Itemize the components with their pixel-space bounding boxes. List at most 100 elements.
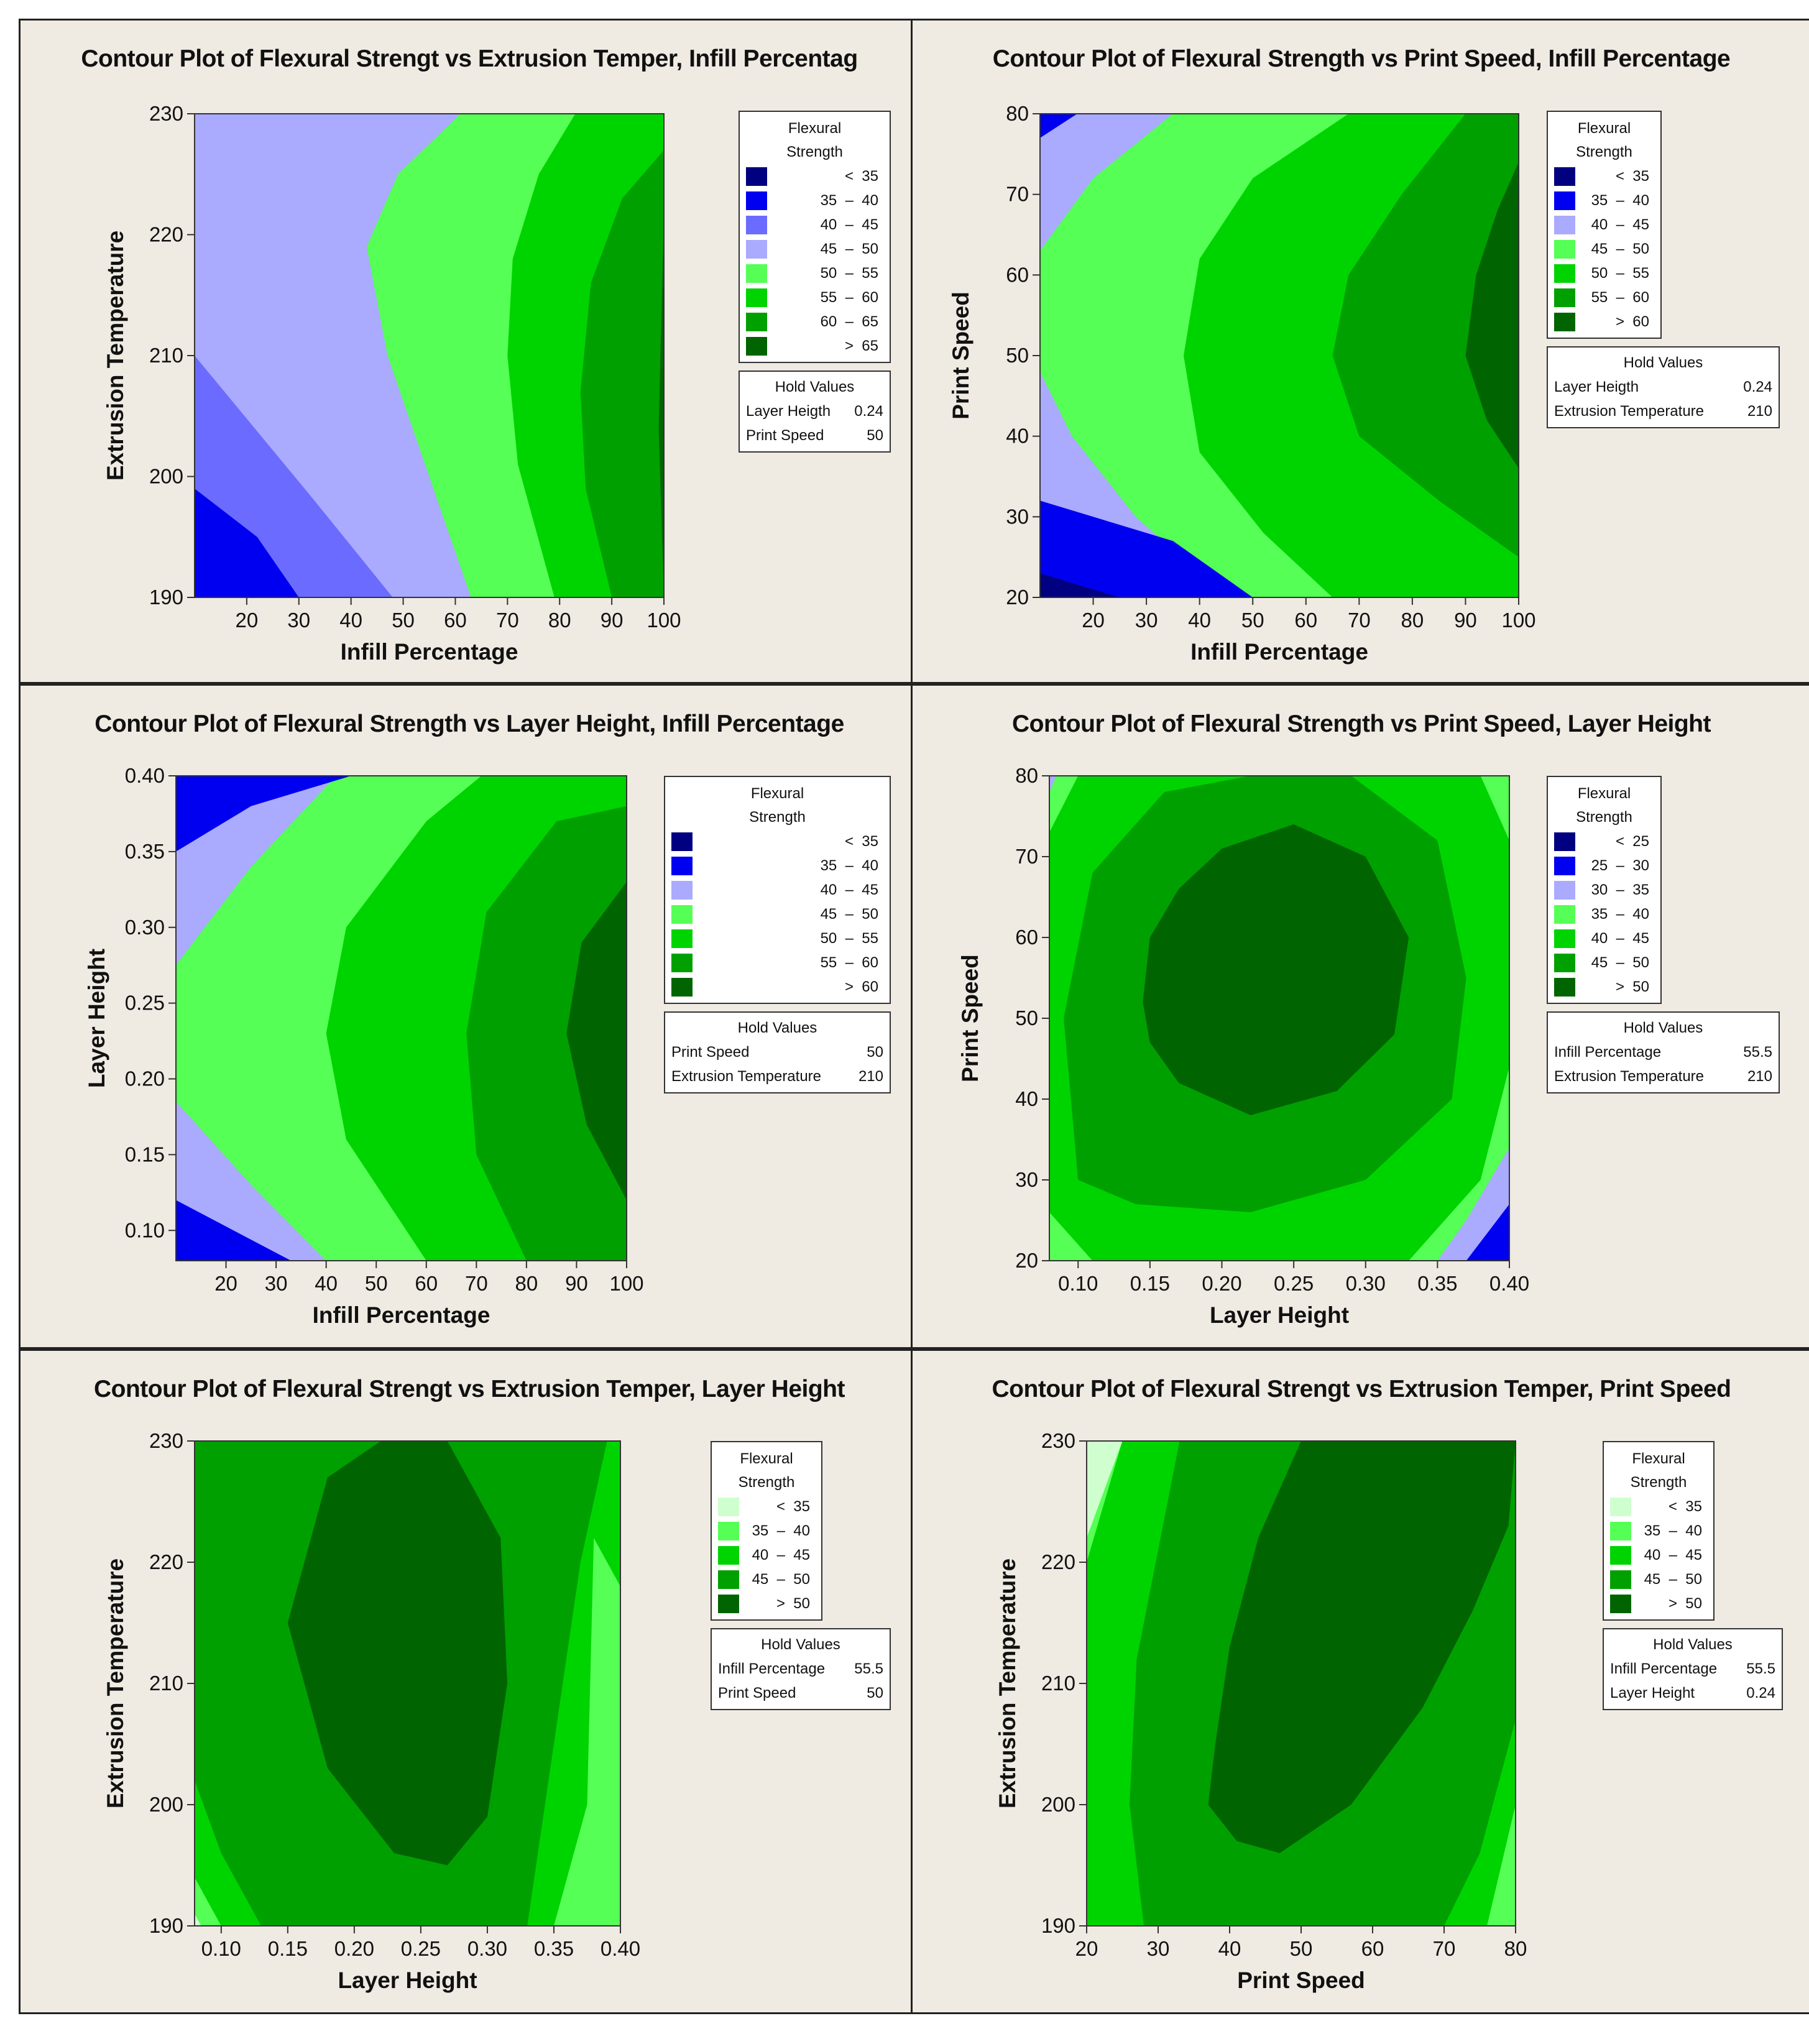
contour-region-4 [1087,1441,1123,1538]
x-tick-label: 0.20 [334,1937,374,1960]
hold-value-name: Extrusion Temperature [1554,403,1705,420]
legend-swatch [1554,191,1575,210]
contour-region-5 [1466,1204,1509,1261]
y-tick-label: 190 [1041,1914,1075,1937]
hold-value-name: Print Speed [746,427,824,444]
legend-item: 45 – 50 [1554,237,1654,261]
legend-swatch [671,953,693,972]
legend-swatch [746,264,767,283]
hold-value-value: 50 [867,427,883,444]
legend-title: Flexural [1577,785,1631,802]
legend-label: 40 – 45 [1644,1546,1702,1563]
legend-swatch [1554,264,1575,283]
hold-value-row: Print Speed 50 [746,423,883,448]
legend-swatch [671,832,693,851]
legend-swatch [1554,832,1575,851]
legend-item: 55 – 60 [1554,285,1654,310]
hold-value-row: Layer Heigth 0.24 [1554,375,1772,399]
hold-values: Hold Values Infill Percentage 55.5 Print Sp… [711,1628,891,1710]
hold-value-row: Infill Percentage 55.5 [1610,1657,1775,1681]
y-tick-label: 0.40 [125,764,165,787]
contour-region-4 [566,882,627,1200]
legend-label: 45 – 50 [820,905,878,923]
hold-values: Hold Values Infill Percentage 55.5 Extrusio… [1547,1011,1780,1093]
y-tick-label: 60 [1006,263,1029,286]
legend-label: < 35 [844,832,878,850]
x-tick-label: 50 [1241,609,1264,632]
legend-item: 40 – 45 [1554,213,1654,237]
contour-panel-2: Contour Plot of Flexural Strength vs Pri… [911,19,1809,684]
contour-region-5 [176,1200,292,1261]
legend-item: 35 – 40 [1554,902,1654,926]
legend-swatch [1554,215,1575,234]
legend-swatch [671,929,693,948]
legend-title: Flexural [1632,1450,1685,1467]
y-tick-label: 40 [1006,425,1029,448]
y-tick-label: 20 [1015,1249,1038,1272]
legend-title: Strength [1576,144,1632,160]
legend-swatch [746,336,767,356]
contour-region-2 [195,488,299,597]
hold-value-value: 55.5 [854,1660,883,1677]
legend-label: < 35 [1668,1498,1702,1515]
x-tick-label: 0.35 [1417,1272,1457,1295]
contour-region-7 [1040,114,1077,138]
hold-value-name: Print Speed [718,1685,796,1701]
hold-values-title: Hold Values [1653,1636,1733,1653]
x-tick-label: 30 [1147,1937,1170,1960]
legend-item: > 65 [746,334,883,358]
legend-title: Flexural [1577,120,1631,137]
legend-label: 55 – 60 [820,954,878,971]
chart-title: Contour Plot of Flexural Strengt vs Extr… [94,1376,845,1402]
y-axis-label: Extrusion Temperature [103,231,128,481]
legend-swatch [671,856,693,875]
y-tick-label: 70 [1006,183,1029,206]
x-tick-label: 30 [1135,609,1158,632]
legend-item: 55 – 60 [746,285,883,310]
legend-label: 55 – 60 [1591,288,1649,306]
legend-title: Flexural [740,1450,793,1467]
chart-title: Contour Plot of Flexural Strengt vs Extr… [81,45,858,72]
y-tick-label: 50 [1015,1006,1038,1029]
legend-swatch [718,1545,739,1565]
legend-label: 35 – 40 [1644,1522,1702,1539]
y-axis-label: Extrusion Temperature [995,1558,1020,1808]
legend-label: > 50 [1615,978,1649,995]
legend-swatch [718,1521,739,1540]
x-tick-label: 100 [647,609,681,632]
legend-label: 55 – 60 [820,288,878,306]
contour-region-4 [1465,162,1519,469]
legend-item: 45 – 50 [718,1567,815,1591]
hold-values-title: Hold Values [775,379,855,395]
legend-item: 40 – 45 [671,878,883,902]
y-tick-label: 230 [149,102,183,125]
legend-swatch [718,1594,739,1613]
hold-value-row: Layer Heigth 0.24 [746,399,883,423]
legend-swatch [1554,929,1575,948]
legend-swatch [1554,953,1575,972]
legend: Flexural Strength < 35 35 – 40 40 – 45 45 – 5… [711,1441,822,1621]
contour-panel-6: Contour Plot of Flexural Strengt vs Extr… [911,1349,1809,2014]
legend-item: > 50 [1610,1591,1707,1616]
x-tick-label: 0.25 [1274,1272,1314,1295]
hold-value-value: 55.5 [1743,1044,1772,1061]
legend-item: 35 – 40 [718,1519,815,1543]
y-tick-label: 230 [149,1429,183,1452]
y-tick-label: 0.20 [125,1067,165,1090]
x-tick-label: 70 [465,1272,488,1295]
contour-region-5 [580,150,664,597]
contour-region-4 [195,1913,201,1926]
y-tick-label: 210 [1041,1672,1075,1695]
y-tick-label: 0.35 [125,840,165,863]
x-tick-label: 30 [265,1272,288,1295]
y-tick-label: 0.10 [125,1218,165,1241]
y-tick-label: 210 [149,344,183,367]
legend-swatch [1610,1497,1631,1516]
hold-value-name: Layer Heigth [1554,379,1639,395]
y-tick-label: 20 [1006,586,1029,609]
x-tick-label: 0.35 [534,1937,574,1960]
hold-value-value: 0.24 [854,403,883,420]
legend-swatch [1610,1594,1631,1613]
hold-value-row: Extrusion Temperature 210 [671,1064,883,1089]
legend-label: 35 – 40 [820,191,878,209]
